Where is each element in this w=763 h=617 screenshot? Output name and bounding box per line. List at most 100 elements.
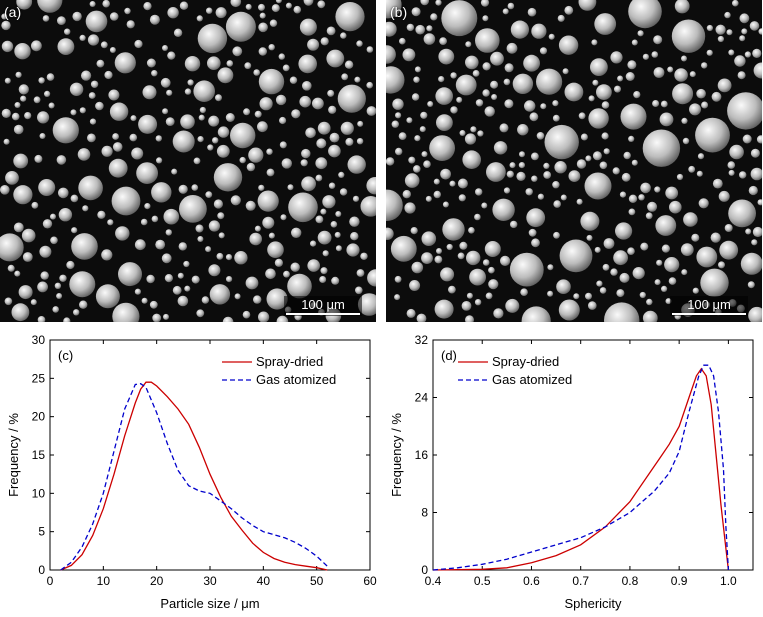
powder-particle	[435, 0, 442, 6]
powder-particle	[430, 13, 438, 21]
powder-particle	[619, 272, 630, 283]
powder-particle	[519, 151, 525, 158]
powder-particle	[222, 316, 234, 322]
powder-particle	[477, 130, 484, 137]
powder-particle	[66, 260, 75, 270]
powder-particle	[683, 212, 698, 227]
powder-particle	[100, 41, 108, 49]
powder-particle	[38, 179, 56, 196]
scale-bar-line-a	[286, 313, 360, 315]
powder-particle	[553, 231, 560, 239]
powder-particle	[165, 117, 175, 126]
powder-particle	[172, 285, 182, 295]
powder-particle	[588, 95, 595, 102]
powder-particle	[637, 30, 644, 37]
powder-particle	[215, 94, 222, 102]
x-tick-label: 0.6	[523, 574, 540, 588]
powder-particle	[13, 185, 33, 205]
powder-particle	[623, 151, 631, 160]
powder-particle	[109, 47, 116, 53]
powder-particle	[258, 184, 265, 191]
powder-particle	[698, 198, 709, 209]
x-tick-label: 0	[47, 574, 54, 588]
powder-particle	[258, 311, 270, 322]
powder-particle	[576, 198, 583, 205]
powder-particle	[442, 201, 449, 208]
powder-particle	[37, 281, 48, 293]
series-line-spray-dried	[60, 381, 328, 571]
powder-particle	[4, 77, 11, 84]
powder-particle	[356, 269, 365, 277]
powder-particle	[386, 21, 397, 37]
powder-particle	[357, 293, 376, 316]
powder-particle	[37, 111, 50, 124]
powder-particle	[441, 0, 478, 37]
powder-particle	[265, 268, 276, 280]
powder-particle	[149, 300, 158, 309]
powder-particle	[413, 76, 420, 83]
powder-particle	[420, 0, 429, 6]
powder-particle	[681, 269, 688, 276]
powder-particle	[320, 208, 327, 215]
powder-particle	[438, 76, 445, 83]
powder-particle	[95, 284, 120, 309]
powder-particle	[653, 67, 665, 78]
powder-particle	[327, 89, 335, 97]
powder-particle	[474, 299, 482, 306]
powder-particle	[164, 274, 173, 283]
powder-particle	[472, 70, 480, 77]
powder-particle	[433, 178, 440, 185]
powder-particle	[440, 168, 451, 180]
powder-particle	[315, 215, 324, 224]
powder-particle	[281, 158, 292, 169]
powder-particle	[14, 270, 21, 277]
powder-particle	[758, 28, 762, 35]
powder-particle	[13, 124, 24, 135]
powder-particle	[302, 81, 312, 91]
powder-particle	[299, 18, 317, 36]
powder-particle	[592, 79, 599, 86]
sem-image-spray-dried: (a) 100 μm	[0, 0, 376, 322]
powder-particle	[69, 271, 96, 298]
powder-particle	[490, 51, 504, 66]
powder-particle	[531, 238, 540, 248]
powder-particle	[349, 216, 360, 227]
powder-particle	[289, 76, 298, 84]
powder-particle	[640, 182, 651, 194]
powder-particle	[465, 315, 474, 322]
powder-particle	[143, 2, 152, 11]
powder-particle	[163, 313, 169, 320]
powder-particle	[77, 148, 91, 161]
powder-particle	[360, 252, 368, 260]
powder-particle	[559, 239, 593, 273]
powder-particle	[585, 155, 592, 162]
powder-particle	[173, 28, 183, 37]
powder-particle	[79, 107, 86, 114]
powder-particle	[420, 111, 428, 119]
powder-particle	[521, 306, 551, 322]
powder-particle	[386, 45, 396, 64]
powder-particle	[48, 102, 55, 109]
sem-micrograph-a	[0, 0, 376, 322]
powder-particle	[614, 85, 621, 93]
powder-particle	[610, 51, 623, 64]
powder-particle	[455, 74, 477, 96]
powder-particle	[654, 279, 661, 286]
powder-particle	[340, 121, 354, 135]
powder-particle	[246, 162, 256, 172]
powder-particle	[201, 296, 210, 304]
powder-particle	[580, 211, 600, 231]
powder-particle	[419, 126, 426, 133]
powder-particle	[244, 62, 252, 70]
powder-particle	[259, 97, 273, 111]
powder-particle	[531, 175, 538, 182]
powder-particle	[102, 0, 110, 8]
powder-particle	[242, 310, 251, 319]
powder-particle	[15, 71, 22, 78]
powder-particle	[3, 138, 10, 145]
powder-particle	[503, 187, 511, 194]
powder-particle	[22, 252, 33, 262]
powder-particle	[234, 293, 241, 300]
powder-particle	[162, 45, 168, 51]
powder-particle	[316, 138, 327, 149]
